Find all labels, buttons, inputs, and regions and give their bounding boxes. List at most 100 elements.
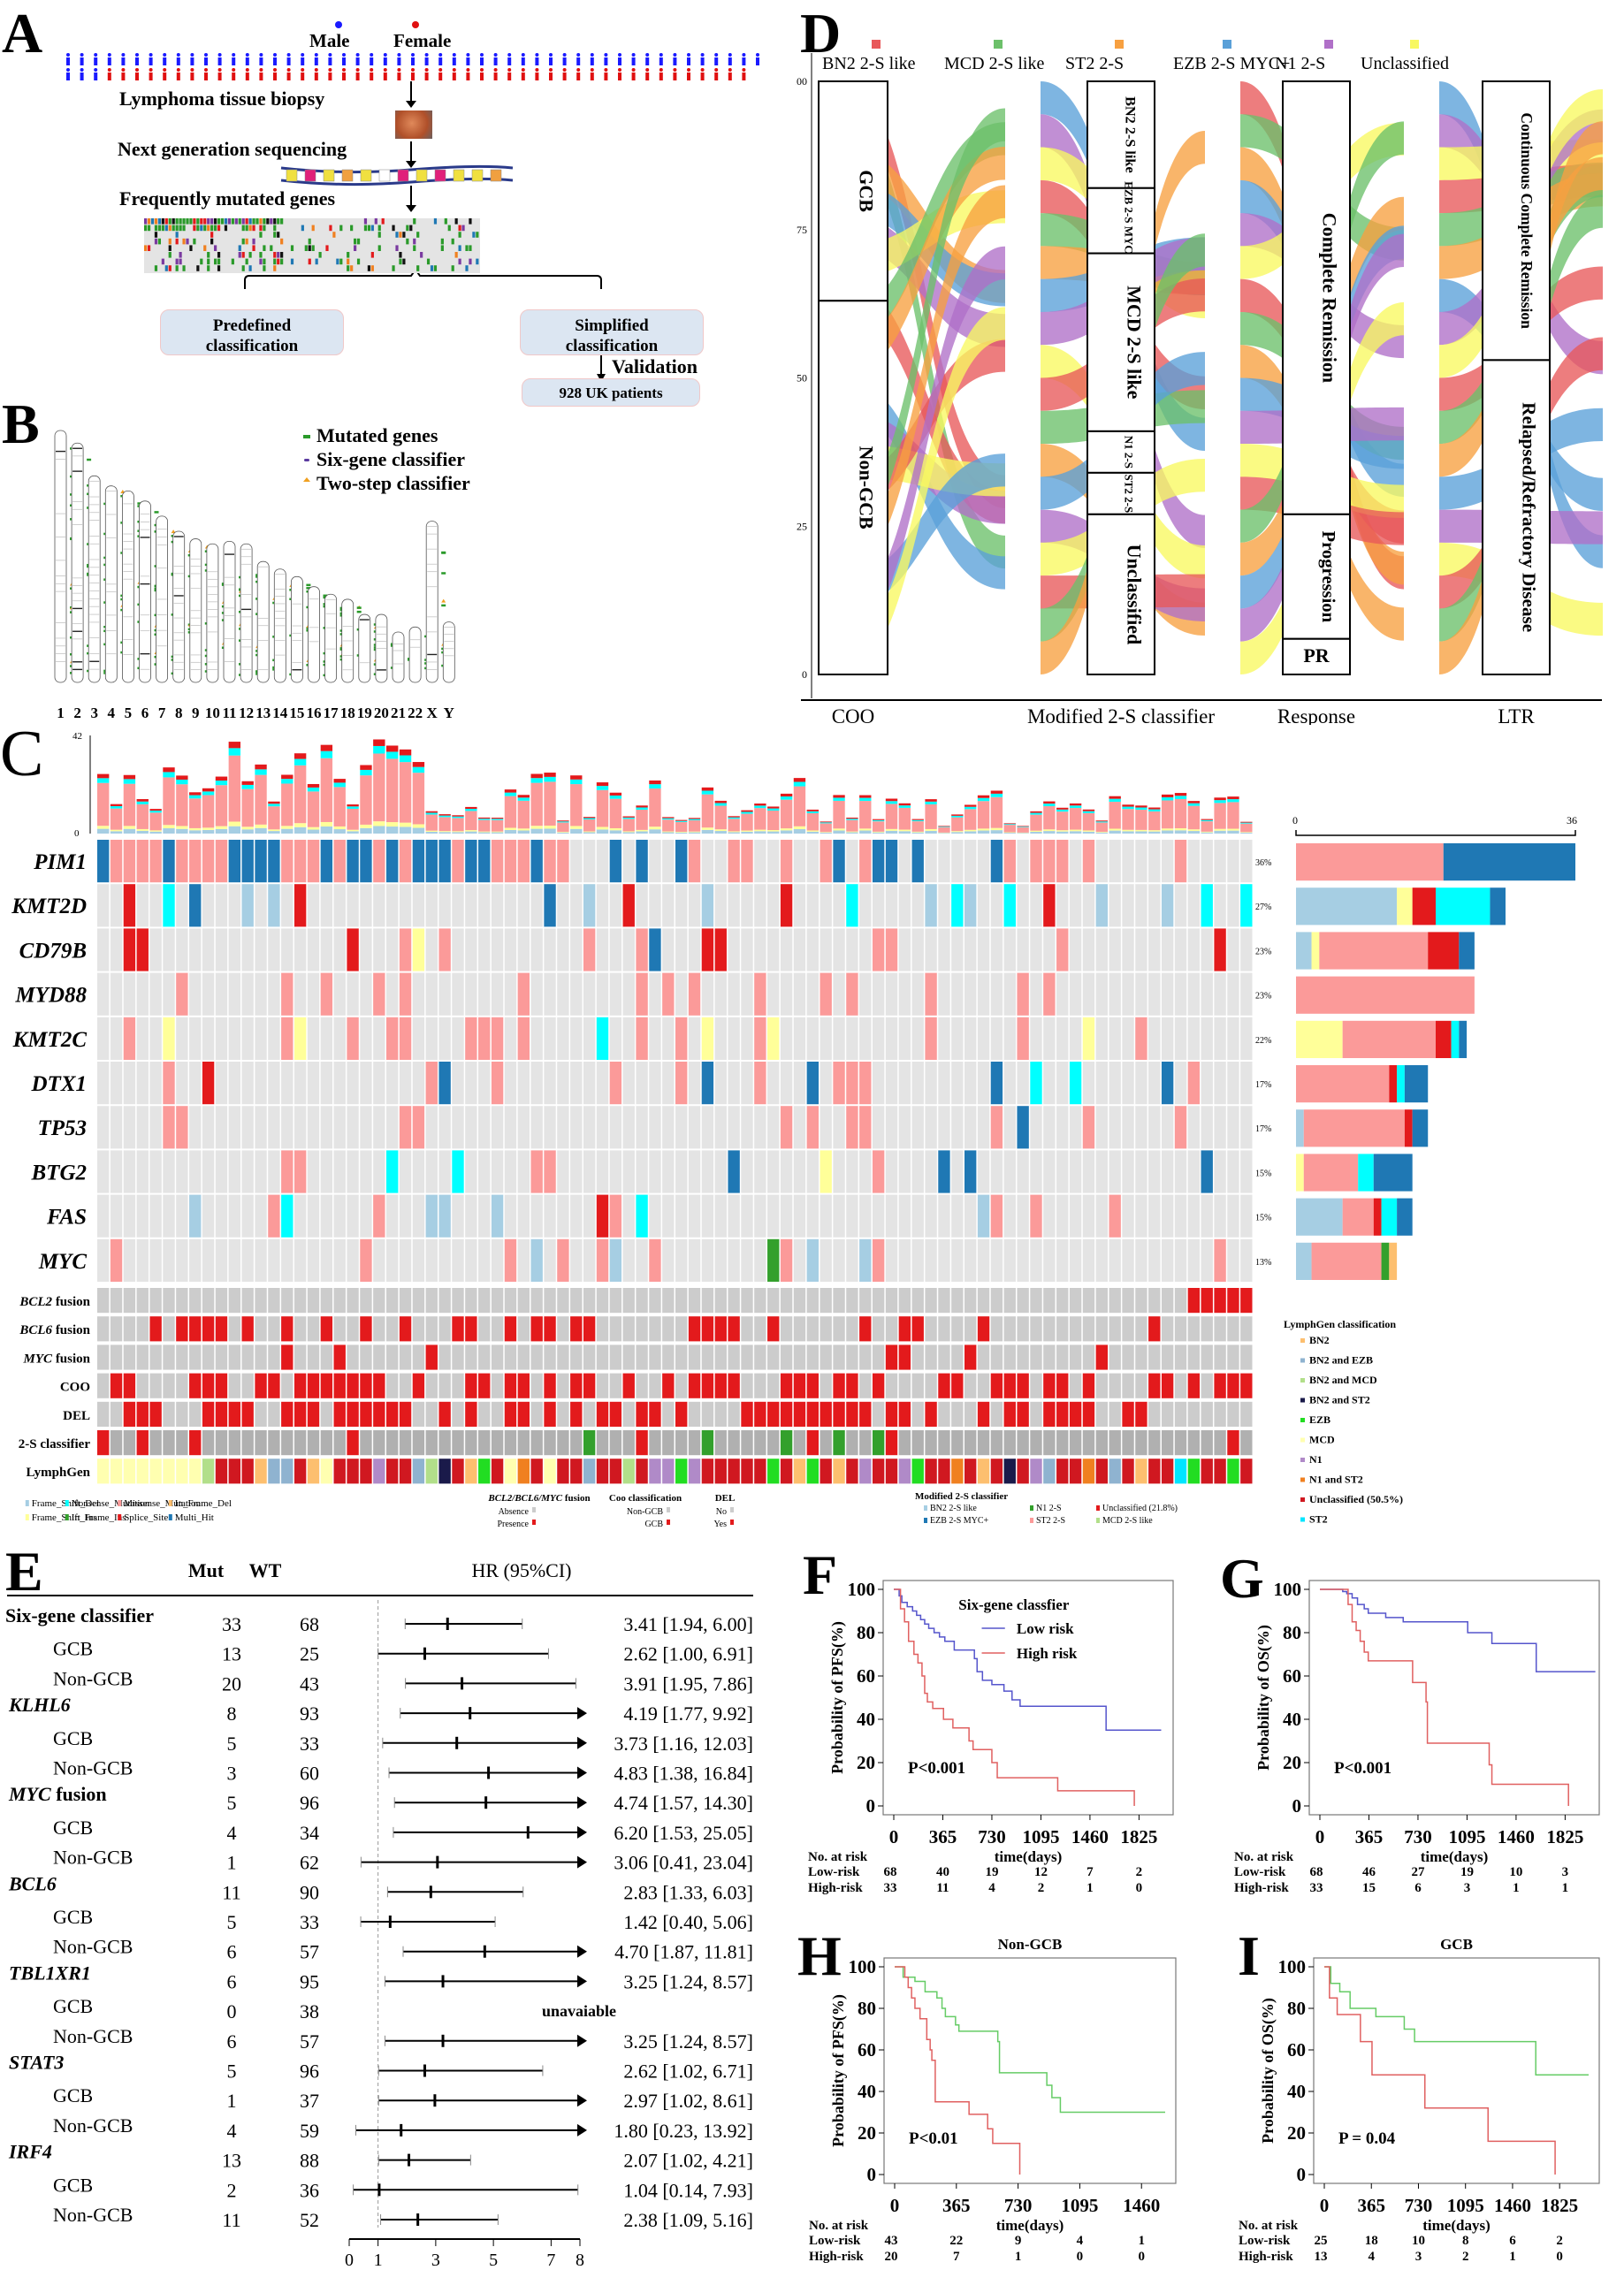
mutation-cell bbox=[741, 840, 753, 883]
mini-mutation-cell bbox=[231, 258, 234, 265]
female-person-icon bbox=[121, 72, 126, 80]
female-person-icon bbox=[728, 68, 732, 72]
chromosome-Y bbox=[442, 621, 455, 683]
mutation-cell bbox=[544, 1238, 556, 1282]
annotation-cell bbox=[1240, 1459, 1253, 1484]
sample-burden-segment bbox=[964, 804, 977, 807]
male-person-icon bbox=[535, 57, 539, 65]
mini-mutation-cell bbox=[469, 258, 472, 265]
sample-burden-segment bbox=[636, 829, 648, 832]
mini-mutation-cell bbox=[454, 252, 458, 258]
female-person-icon bbox=[466, 72, 470, 80]
mutation-cell bbox=[504, 972, 517, 1016]
fusion-legend-swatch bbox=[532, 1507, 536, 1512]
lymphgen-legend-swatch bbox=[1300, 1418, 1305, 1422]
mutation-cell bbox=[176, 840, 188, 883]
uk-patients-box: 928 UK patients bbox=[522, 378, 700, 407]
annotation-cell bbox=[491, 1316, 504, 1342]
mutation-cell bbox=[1148, 1106, 1161, 1149]
km-curve-low-risk bbox=[895, 1966, 1165, 2114]
mutation-cell bbox=[557, 1106, 569, 1149]
sample-burden-segment bbox=[1122, 831, 1134, 834]
annotation-cell bbox=[1135, 1373, 1147, 1398]
annotation-cell bbox=[609, 1430, 622, 1456]
mutation-cell bbox=[622, 1106, 635, 1149]
axis-label: LTR bbox=[1498, 705, 1535, 725]
mini-mutation-cell bbox=[451, 238, 454, 245]
male-person-icon bbox=[673, 57, 677, 65]
mutation-cell bbox=[360, 1150, 372, 1193]
mutation-legend-swatch bbox=[25, 1514, 29, 1520]
annotation-cell bbox=[1122, 1430, 1134, 1456]
mutation-cell bbox=[228, 928, 240, 971]
mutation-cell bbox=[412, 1194, 425, 1238]
mutation-cell bbox=[1030, 1150, 1042, 1193]
mutation-cell bbox=[544, 928, 556, 971]
mini-mutation-cell bbox=[311, 245, 315, 251]
mutation-cell bbox=[833, 1106, 845, 1149]
annotation-cell bbox=[163, 1288, 175, 1314]
annotation-cell bbox=[1174, 1344, 1187, 1370]
sample-burden-segment bbox=[136, 801, 149, 804]
female-person-icon bbox=[480, 68, 484, 72]
mutation-cell bbox=[1043, 1017, 1056, 1060]
mutation-cell bbox=[215, 1106, 228, 1149]
annotation-cell bbox=[649, 1288, 661, 1314]
mutation-cell bbox=[149, 972, 162, 1016]
mut-count: 6 bbox=[227, 1941, 237, 1963]
annotation-cell bbox=[1148, 1459, 1161, 1484]
mutation-cell bbox=[1174, 1106, 1187, 1149]
mutation-cell bbox=[938, 1062, 950, 1105]
annotation-cell bbox=[833, 1373, 845, 1398]
mutation-cell bbox=[268, 1150, 280, 1193]
lymphgen-legend-swatch bbox=[1300, 1358, 1305, 1363]
sample-burden-segment bbox=[1082, 809, 1095, 811]
at-risk-count: 46 bbox=[1362, 1865, 1376, 1879]
annotation-cell bbox=[596, 1344, 609, 1370]
mutation-cell bbox=[1109, 1017, 1121, 1060]
annotation-cell bbox=[97, 1373, 110, 1398]
mutation-legend-label: In_Frame_Ins bbox=[72, 1512, 126, 1523]
mutation-cell bbox=[649, 1106, 661, 1149]
annotation-cell bbox=[1174, 1459, 1187, 1484]
annotation-cell bbox=[163, 1459, 175, 1484]
female-person-icon bbox=[204, 68, 208, 72]
sample-burden-segment bbox=[1201, 821, 1213, 832]
mutation-cell bbox=[1161, 884, 1174, 927]
mutation-cell bbox=[1161, 1150, 1174, 1193]
annotation-cell bbox=[517, 1373, 530, 1398]
mini-mutation-cell bbox=[248, 252, 252, 258]
annotation-label: 2-S classifier bbox=[19, 1437, 91, 1451]
mini-mutation-cell bbox=[241, 218, 245, 225]
annotation-cell bbox=[885, 1459, 898, 1484]
mutation-cell bbox=[1227, 1062, 1239, 1105]
mutation-cell bbox=[504, 1238, 517, 1282]
annotation-cell bbox=[1174, 1316, 1187, 1342]
mutation-cell bbox=[741, 1062, 753, 1105]
mutation-cell bbox=[1135, 1238, 1147, 1282]
at-risk-count: 10 bbox=[1412, 2234, 1425, 2248]
chromosome-5 bbox=[121, 491, 142, 683]
mutation-cell bbox=[806, 840, 819, 883]
mini-mutation-cell bbox=[406, 238, 409, 245]
annotation-cell bbox=[465, 1288, 477, 1314]
sample-burden-segment bbox=[1148, 807, 1161, 810]
mutation-cell bbox=[1003, 1150, 1016, 1193]
top-axis-max: 42 bbox=[72, 731, 82, 742]
annotation-cell bbox=[1135, 1316, 1147, 1342]
male-person-icon bbox=[700, 53, 705, 57]
forest-row: GCB 0 38 unavaiable bbox=[53, 1995, 616, 2022]
mini-mutation-cell bbox=[157, 218, 161, 225]
mutation-cell bbox=[1148, 1017, 1161, 1060]
annotation-cell bbox=[228, 1373, 240, 1398]
mutation-cell bbox=[347, 928, 359, 971]
legend-label: BN2 2-S like bbox=[822, 54, 916, 73]
mutation-cell bbox=[1227, 928, 1239, 971]
annotation-cell bbox=[583, 1430, 596, 1456]
sex-legend: Male Female bbox=[66, 21, 759, 80]
female-person-icon bbox=[314, 72, 318, 80]
mini-mutation-cell bbox=[454, 218, 458, 225]
panel-h: H Non-GCB 0 20 40 60 80 100 0 365 730 1095 1460 Prob… bbox=[796, 1905, 1202, 2270]
mini-mutation-cell bbox=[241, 238, 245, 245]
mutation-cell bbox=[268, 1194, 280, 1238]
